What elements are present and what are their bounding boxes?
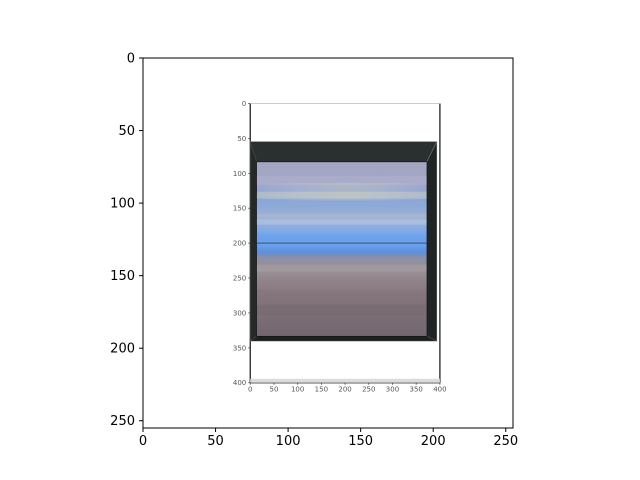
- embedded-y-tick-label: 350: [233, 344, 246, 352]
- outer-x-ticks: 0 50 100 150 200 250: [139, 428, 518, 449]
- seascape-streaks: [256, 176, 427, 316]
- embedded-x-tick-label: 0: [248, 386, 252, 394]
- y-tick-label: 50: [118, 124, 135, 139]
- embedded-y-tick-label: 400: [233, 379, 246, 387]
- seascape-streak: [256, 203, 427, 215]
- embedded-y-tick-label: 300: [233, 309, 246, 317]
- y-tick-label: 200: [110, 342, 135, 357]
- embedded-y-tick-label: 100: [233, 170, 246, 178]
- embedded-x-tick-label: 200: [338, 386, 351, 394]
- seascape-streak: [256, 219, 427, 225]
- x-tick-label: 50: [207, 434, 224, 449]
- embedded-y-tick-label: 200: [233, 240, 246, 248]
- x-tick-label: 0: [139, 434, 147, 449]
- embedded-x-tick-label: 250: [362, 386, 375, 394]
- embedded-bottom-band: [250, 378, 440, 383]
- x-tick-label: 250: [493, 434, 518, 449]
- frame-corner-tl: [249, 141, 258, 163]
- x-tick-label: 150: [348, 434, 373, 449]
- seascape-streak: [256, 233, 427, 243]
- outer-y-ticks: 0 50 100 150 200 250: [110, 52, 143, 429]
- embedded-y-tick-label: 250: [233, 275, 246, 283]
- embedded-y-tick-label: 150: [233, 205, 246, 213]
- seascape-haze: [256, 183, 427, 201]
- frame-bevel-top: [250, 141, 437, 163]
- frame-corner-tr: [426, 141, 438, 163]
- embedded-y-tick-label: 50: [237, 135, 246, 143]
- y-tick-label: 0: [127, 52, 135, 67]
- embedded-x-tick-label: 400: [433, 386, 446, 394]
- seascape-streak: [256, 304, 427, 316]
- embedded-image: 0 50 100 150 200 250 300 350 400 0 50 100 150 200 250…: [224, 100, 447, 394]
- seascape-streak: [256, 176, 427, 185]
- embedded-y-tick-label: 0: [242, 100, 246, 108]
- frame-bevel-bottom: [250, 335, 437, 341]
- embedded-x-tick-label: 150: [315, 386, 328, 394]
- embedded-x-tick-label: 50: [269, 386, 278, 394]
- x-tick-label: 100: [276, 434, 301, 449]
- frame-bevel-right: [426, 141, 437, 341]
- frame-corner-bl: [249, 335, 258, 342]
- y-tick-label: 100: [110, 197, 135, 212]
- frame-bevel-left: [250, 141, 257, 341]
- seascape-streak: [256, 264, 427, 272]
- y-tick-label: 250: [110, 414, 135, 429]
- embedded-y-ticks: 0 50 100 150 200 250 300 350 400: [233, 100, 251, 387]
- x-tick-label: 200: [421, 434, 446, 449]
- embedded-x-tick-label: 300: [386, 386, 399, 394]
- embedded-x-tick-label: 350: [410, 386, 423, 394]
- seascape-streak: [256, 280, 427, 290]
- embedded-x-ticks: 0 50 100 150 200 250 300 350 400: [248, 382, 447, 394]
- frame-corner-br: [426, 335, 437, 342]
- y-tick-label: 150: [110, 269, 135, 284]
- embedded-x-tick-label: 100: [291, 386, 304, 394]
